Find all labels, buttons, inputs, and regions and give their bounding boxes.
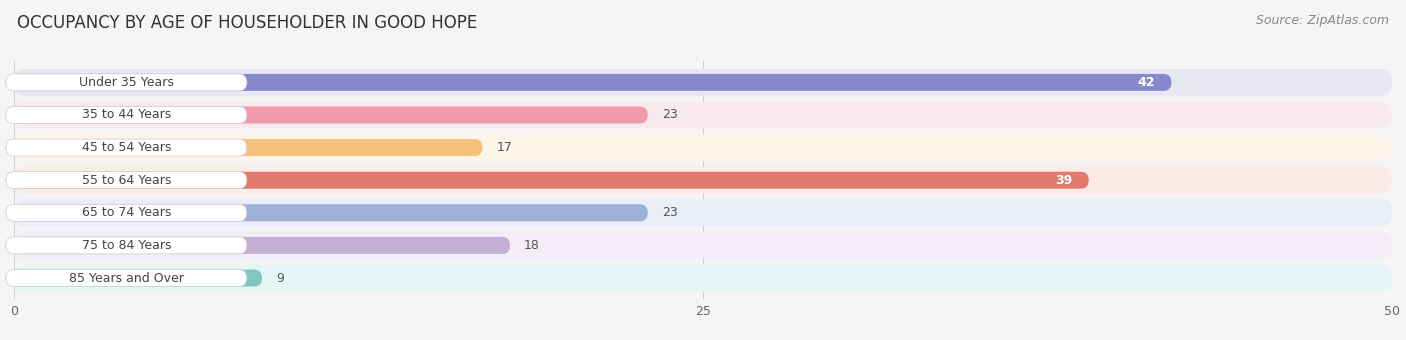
Text: 65 to 74 Years: 65 to 74 Years (82, 206, 172, 219)
Text: 35 to 44 Years: 35 to 44 Years (82, 108, 172, 121)
FancyBboxPatch shape (14, 69, 1392, 96)
FancyBboxPatch shape (6, 106, 247, 123)
FancyBboxPatch shape (14, 200, 1392, 226)
FancyBboxPatch shape (14, 270, 262, 287)
FancyBboxPatch shape (14, 204, 648, 221)
Text: 23: 23 (662, 206, 678, 219)
FancyBboxPatch shape (14, 74, 1171, 91)
Text: 75 to 84 Years: 75 to 84 Years (82, 239, 172, 252)
FancyBboxPatch shape (14, 102, 1392, 129)
FancyBboxPatch shape (6, 204, 247, 221)
FancyBboxPatch shape (14, 134, 1392, 161)
FancyBboxPatch shape (14, 167, 1392, 193)
Text: 17: 17 (496, 141, 512, 154)
Text: 23: 23 (662, 108, 678, 121)
Text: 55 to 64 Years: 55 to 64 Years (82, 174, 172, 187)
FancyBboxPatch shape (14, 265, 1392, 291)
Text: OCCUPANCY BY AGE OF HOUSEHOLDER IN GOOD HOPE: OCCUPANCY BY AGE OF HOUSEHOLDER IN GOOD … (17, 14, 477, 32)
Text: 18: 18 (524, 239, 540, 252)
FancyBboxPatch shape (14, 172, 1088, 189)
Text: Under 35 Years: Under 35 Years (79, 76, 174, 89)
FancyBboxPatch shape (6, 270, 247, 287)
Text: 39: 39 (1054, 174, 1073, 187)
FancyBboxPatch shape (6, 74, 247, 91)
FancyBboxPatch shape (14, 237, 510, 254)
Text: 9: 9 (276, 272, 284, 285)
FancyBboxPatch shape (14, 106, 648, 123)
FancyBboxPatch shape (14, 232, 1392, 259)
FancyBboxPatch shape (6, 139, 247, 156)
Text: 42: 42 (1137, 76, 1154, 89)
Text: 45 to 54 Years: 45 to 54 Years (82, 141, 172, 154)
FancyBboxPatch shape (14, 139, 482, 156)
Text: Source: ZipAtlas.com: Source: ZipAtlas.com (1256, 14, 1389, 27)
FancyBboxPatch shape (6, 237, 247, 254)
Text: 85 Years and Over: 85 Years and Over (69, 272, 184, 285)
FancyBboxPatch shape (6, 172, 247, 189)
